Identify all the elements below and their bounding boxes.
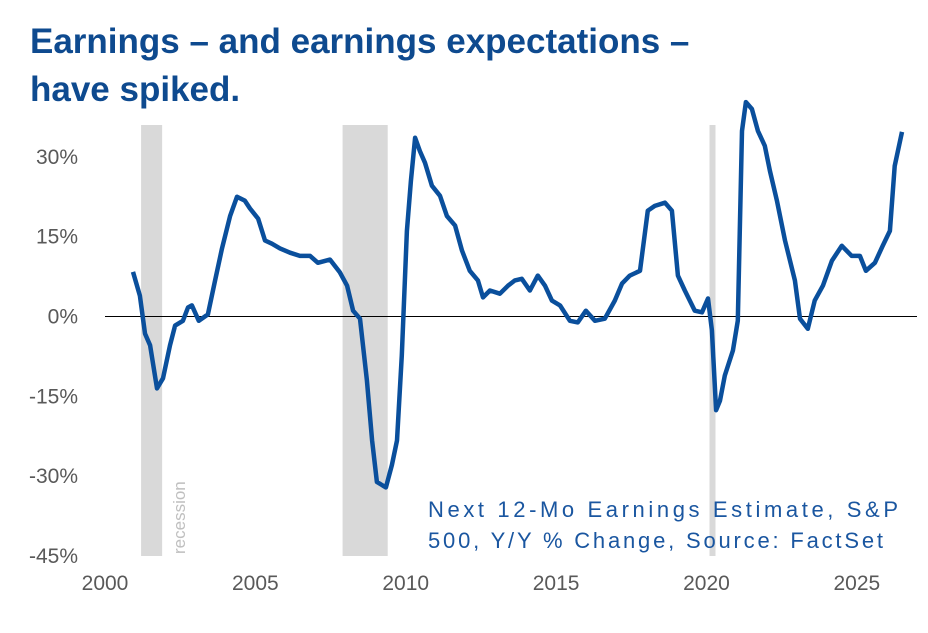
y-tick-label: -30% (29, 465, 78, 488)
x-tick-label: 2015 (533, 572, 580, 595)
y-tick-label: -45% (29, 545, 78, 568)
annotation: Next 12-Mo Earnings Estimate, S&P (428, 497, 898, 522)
chart-title: Earnings – and earnings expectations – (30, 22, 689, 61)
x-tick-label: 2025 (833, 572, 880, 595)
x-tick-label: 2010 (382, 572, 429, 595)
annotation: 500, Y/Y % Change, Source: FactSet (428, 528, 883, 553)
chart-title: have spiked. (30, 70, 240, 109)
y-tick-label: 0% (48, 306, 78, 329)
x-tick-label: 2000 (82, 572, 129, 595)
recession-band (342, 125, 388, 556)
x-tick-label: 2005 (232, 572, 279, 595)
y-tick-label: -15% (29, 385, 78, 408)
x-tick-label: 2020 (683, 572, 730, 595)
y-tick-label: 15% (36, 226, 78, 249)
recession-label: recession (170, 481, 189, 554)
data-line (130, 99, 905, 490)
recession-band (141, 125, 163, 556)
y-tick-label: 30% (36, 146, 78, 169)
